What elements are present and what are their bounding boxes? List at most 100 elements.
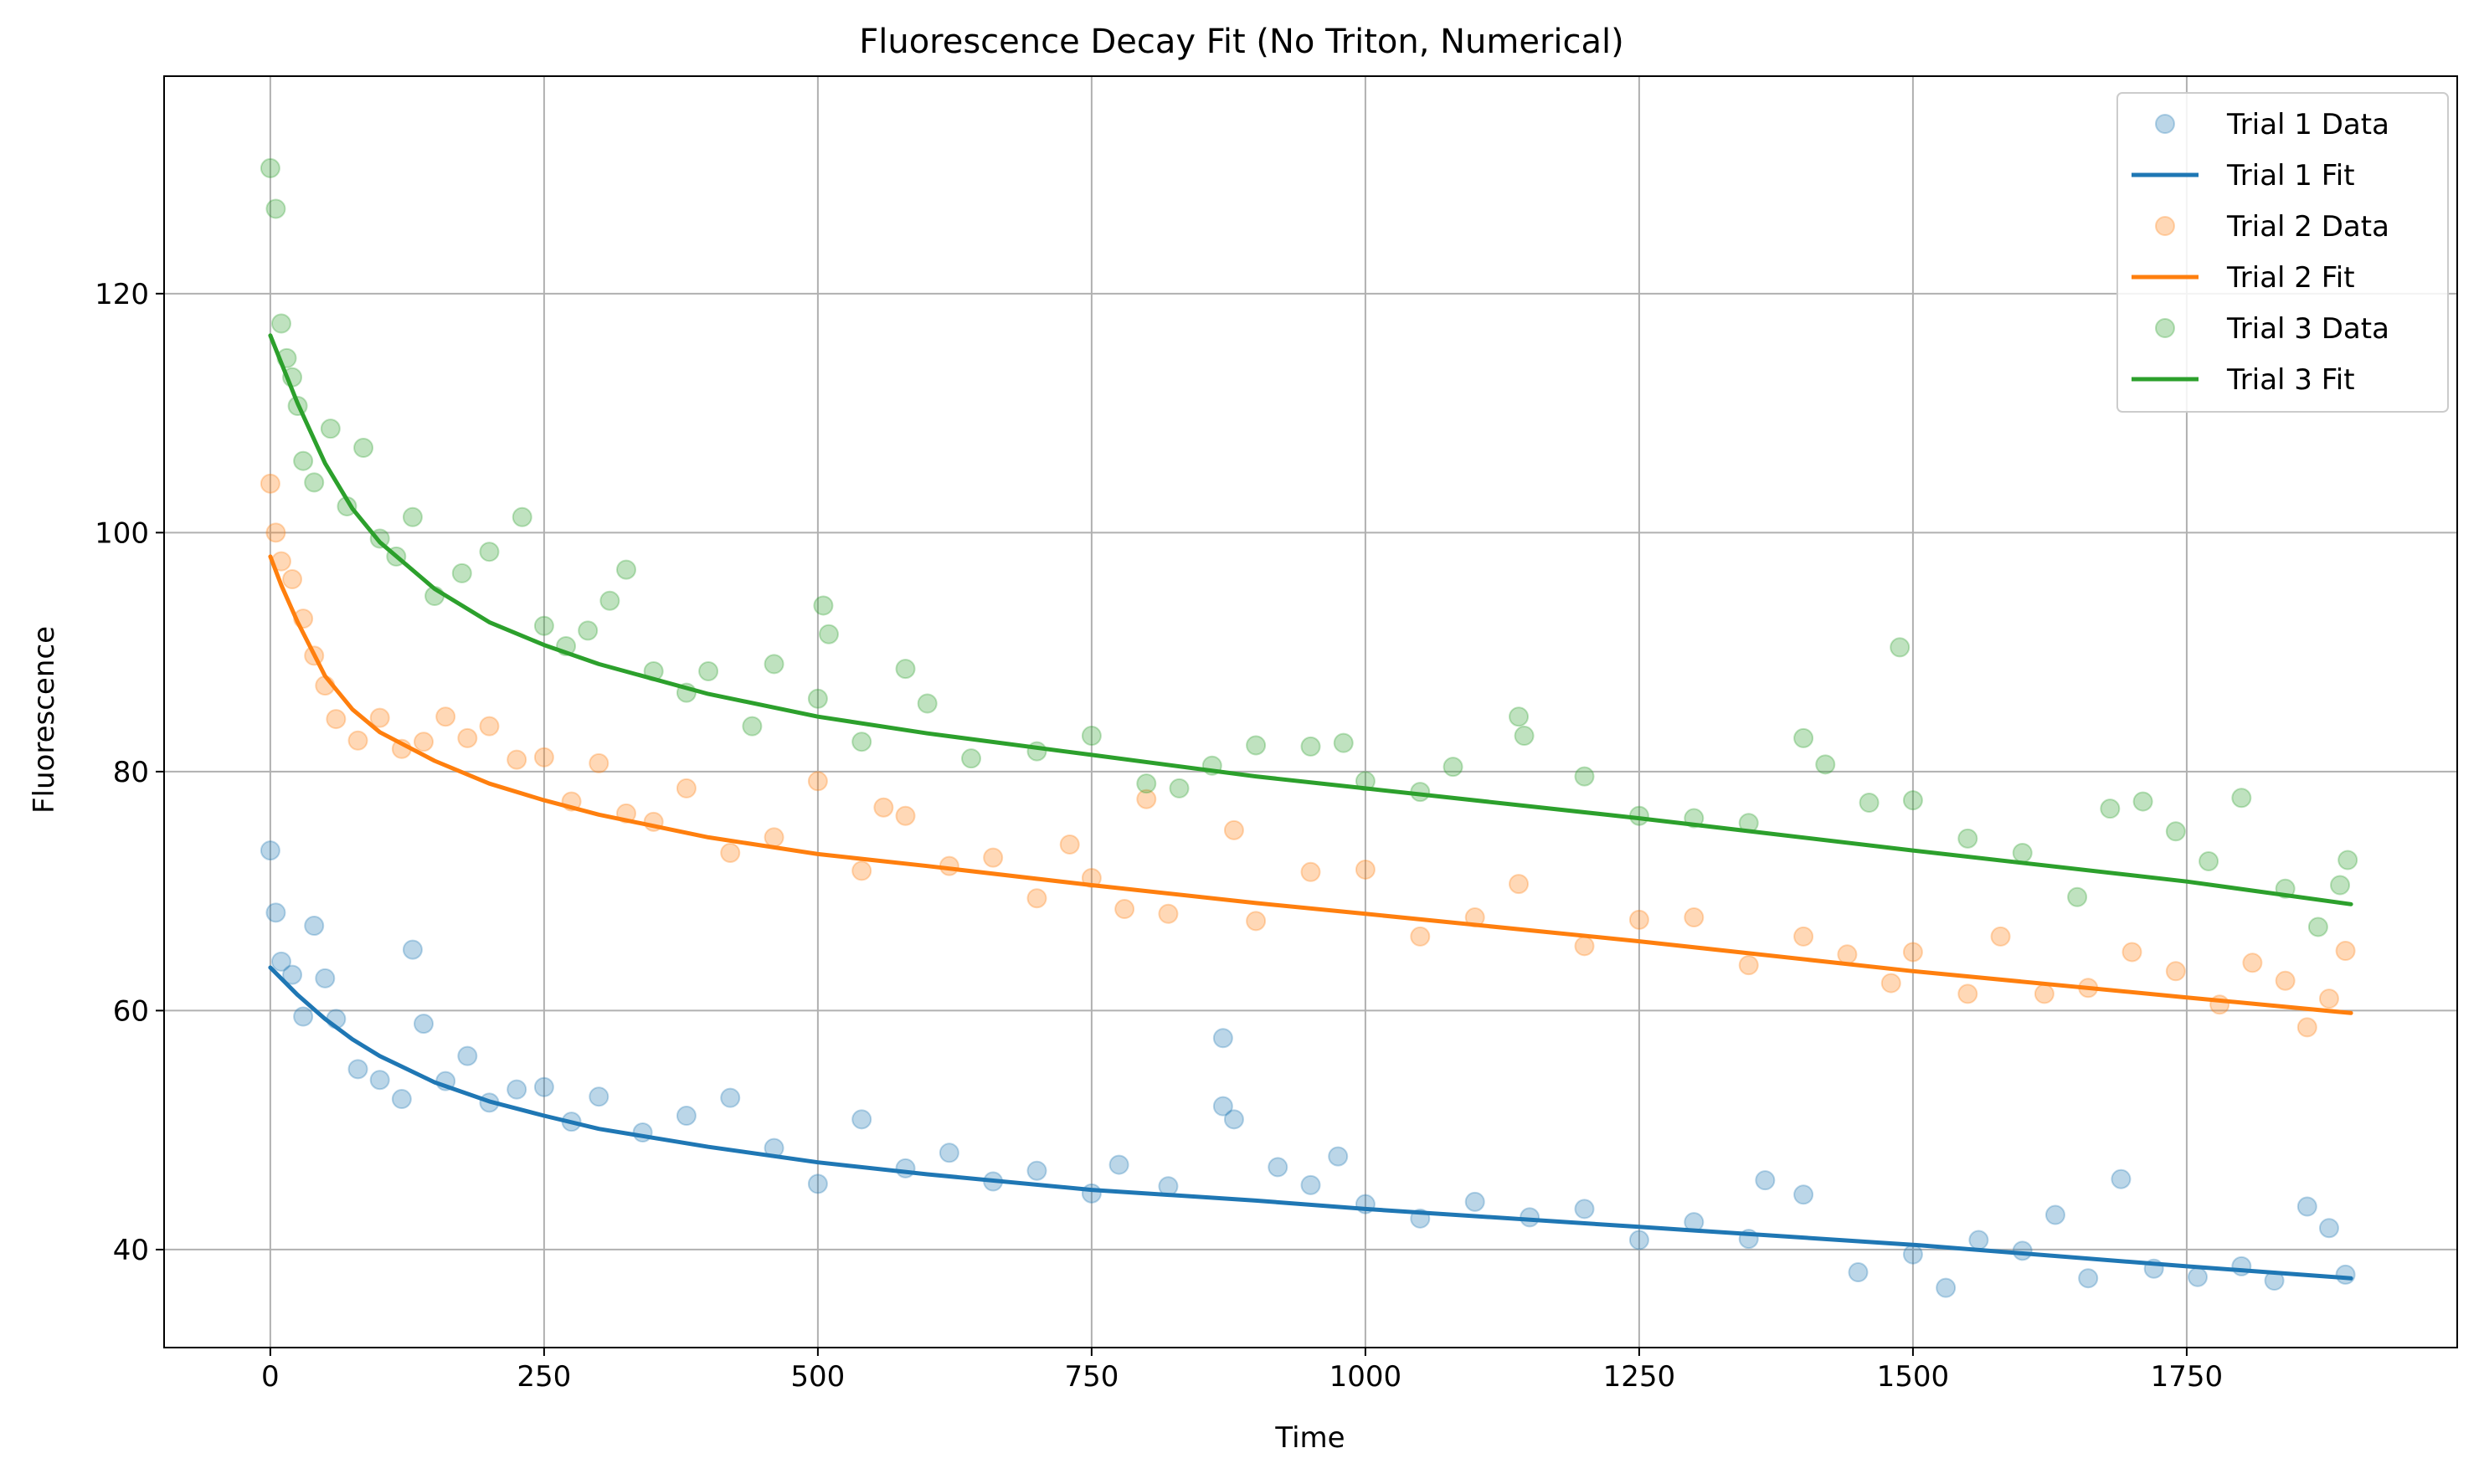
legend-marker xyxy=(2155,114,2175,134)
y-tick-label: 60 xyxy=(113,994,149,1028)
trial-1-data-point xyxy=(1936,1277,1957,1298)
trial-3-data-point xyxy=(2132,791,2153,812)
axis-ticks: 0 250 500 750 1000 1250 1500 1750 40 60 80 100 120 xyxy=(95,278,2223,1394)
trial-3-data-point xyxy=(479,542,500,562)
trial-3-data-point xyxy=(260,157,280,178)
trial-3-data-point xyxy=(1793,727,1814,748)
trial-2-data-point xyxy=(2034,983,2055,1004)
x-tick-label: 1500 xyxy=(1877,1360,1950,1394)
trial-2-data-point xyxy=(435,706,456,727)
trial-3-data-point xyxy=(353,437,374,458)
trial-1-data-point xyxy=(720,1087,741,1108)
trial-1-data-point xyxy=(282,964,303,985)
trial-2-data-point xyxy=(414,732,435,752)
trial-2-data-point xyxy=(1059,834,1080,855)
legend-label: Trial 2 Fit xyxy=(2226,261,2355,295)
x-tick-label: 1750 xyxy=(2151,1360,2224,1394)
trial-3-data-point xyxy=(807,688,828,709)
legend-label: Trial 3 Fit xyxy=(2226,363,2355,397)
trial-3-data-point xyxy=(2231,788,2252,809)
trial-2-data-point xyxy=(895,805,916,826)
trial-2-data-point xyxy=(1355,859,1376,880)
trial-2-data-point xyxy=(1223,819,1244,840)
trial-1-data-point xyxy=(1628,1230,1649,1250)
trial-1-data-point xyxy=(391,1089,412,1110)
trial-3-data-point xyxy=(2100,798,2121,819)
trial-1-data-point xyxy=(2187,1266,2208,1287)
legend-item: Trial 2 Fit xyxy=(2132,261,2355,295)
trial-1-data-point xyxy=(1026,1160,1047,1181)
trial-1-data-point xyxy=(589,1086,609,1107)
plot-frame xyxy=(163,75,2458,1348)
trial-3-data-point xyxy=(293,450,314,471)
trial-1-data-point xyxy=(304,916,325,937)
trial-1-data-point xyxy=(347,1059,368,1080)
legend-label: Trial 1 Data xyxy=(2226,108,2389,141)
trial-3-data-point xyxy=(818,624,839,644)
y-tick-label: 120 xyxy=(95,278,149,311)
trial-2-data-point xyxy=(1158,903,1179,924)
trial-3-data-point xyxy=(813,595,834,616)
trial-2-data-point xyxy=(1026,888,1047,909)
trial-1-data-point xyxy=(1223,1109,1244,1130)
trial-2-data-point xyxy=(1136,788,1157,809)
trial-3-data-point xyxy=(599,590,620,611)
trial-3-data-point xyxy=(698,660,719,681)
trial-3-data-point xyxy=(578,620,599,641)
trial-2-data-point xyxy=(2121,942,2142,963)
trial-2-fit-series xyxy=(268,554,2353,1015)
trial-2-data-point xyxy=(764,827,784,848)
trial-3-data-point xyxy=(1246,735,1267,756)
trial-2-data-point xyxy=(851,860,872,881)
y-tick-label: 40 xyxy=(113,1234,149,1267)
trial-2-data-point xyxy=(2296,1017,2317,1038)
legend-box xyxy=(2116,92,2449,413)
trial-2-data-point xyxy=(1837,944,1858,965)
trial-2-data-point xyxy=(2275,970,2296,991)
trial-3-data-point xyxy=(1902,790,1923,811)
trial-2-data-point xyxy=(479,716,500,737)
trial-1-data-point xyxy=(265,902,286,923)
trial-3-data-point xyxy=(961,748,982,769)
trial-1-data-point xyxy=(457,1045,478,1066)
y-axis-label: Fluorescence xyxy=(28,626,61,814)
trial-3-data-point xyxy=(742,716,763,737)
trial-1-data-point xyxy=(2318,1218,2339,1239)
trial-3-data-point xyxy=(402,506,423,527)
trial-3-data-point xyxy=(1300,736,1321,757)
trial-2-data-point xyxy=(676,778,697,798)
trial-2-data-point xyxy=(1957,983,1978,1004)
trial-2-fit-line xyxy=(268,554,2353,1015)
trial-1-data-point xyxy=(939,1143,959,1163)
trial-1-data-point xyxy=(2044,1204,2065,1225)
trial-3-data-point xyxy=(1509,706,1530,727)
trial-2-data-point xyxy=(2242,953,2263,973)
trial-1-data-point xyxy=(1212,1096,1233,1117)
trial-1-data-point xyxy=(293,1006,314,1027)
trial-3-data-point xyxy=(2067,886,2088,907)
trial-1-data-point xyxy=(2111,1168,2132,1189)
trial-1-data-point xyxy=(2012,1240,2033,1261)
trial-1-data-point xyxy=(1902,1244,1923,1265)
trial-3-data-point xyxy=(2165,821,2186,842)
trial-1-data-point xyxy=(1574,1199,1595,1220)
trial-2-data-point xyxy=(589,752,609,773)
x-tick-label: 1250 xyxy=(1603,1360,1676,1394)
trial-3-data-point xyxy=(265,198,286,219)
legend-label: Trial 3 Data xyxy=(2226,312,2389,346)
trial-1-data-point xyxy=(851,1109,872,1130)
x-tick-label: 1000 xyxy=(1329,1360,1402,1394)
trial-1-data-point xyxy=(260,840,280,861)
trial-1-data-point xyxy=(1108,1154,1129,1175)
trial-3-data-point xyxy=(1443,757,1463,778)
legend-marker xyxy=(2155,318,2175,338)
trial-3-data-point xyxy=(851,732,872,752)
trial-3-data-point xyxy=(1890,637,1911,658)
trial-2-data-point xyxy=(1300,861,1321,882)
legend-item: Trial 3 Fit xyxy=(2132,363,2355,397)
series-layer xyxy=(260,157,2358,1298)
trial-2-data-point xyxy=(260,473,280,494)
legend: Trial 1 Data Trial 1 Fit Trial 2 Data Trial… xyxy=(2116,92,2449,413)
y-tick-label: 80 xyxy=(113,756,149,789)
trial-2-data-point xyxy=(2335,941,2356,962)
